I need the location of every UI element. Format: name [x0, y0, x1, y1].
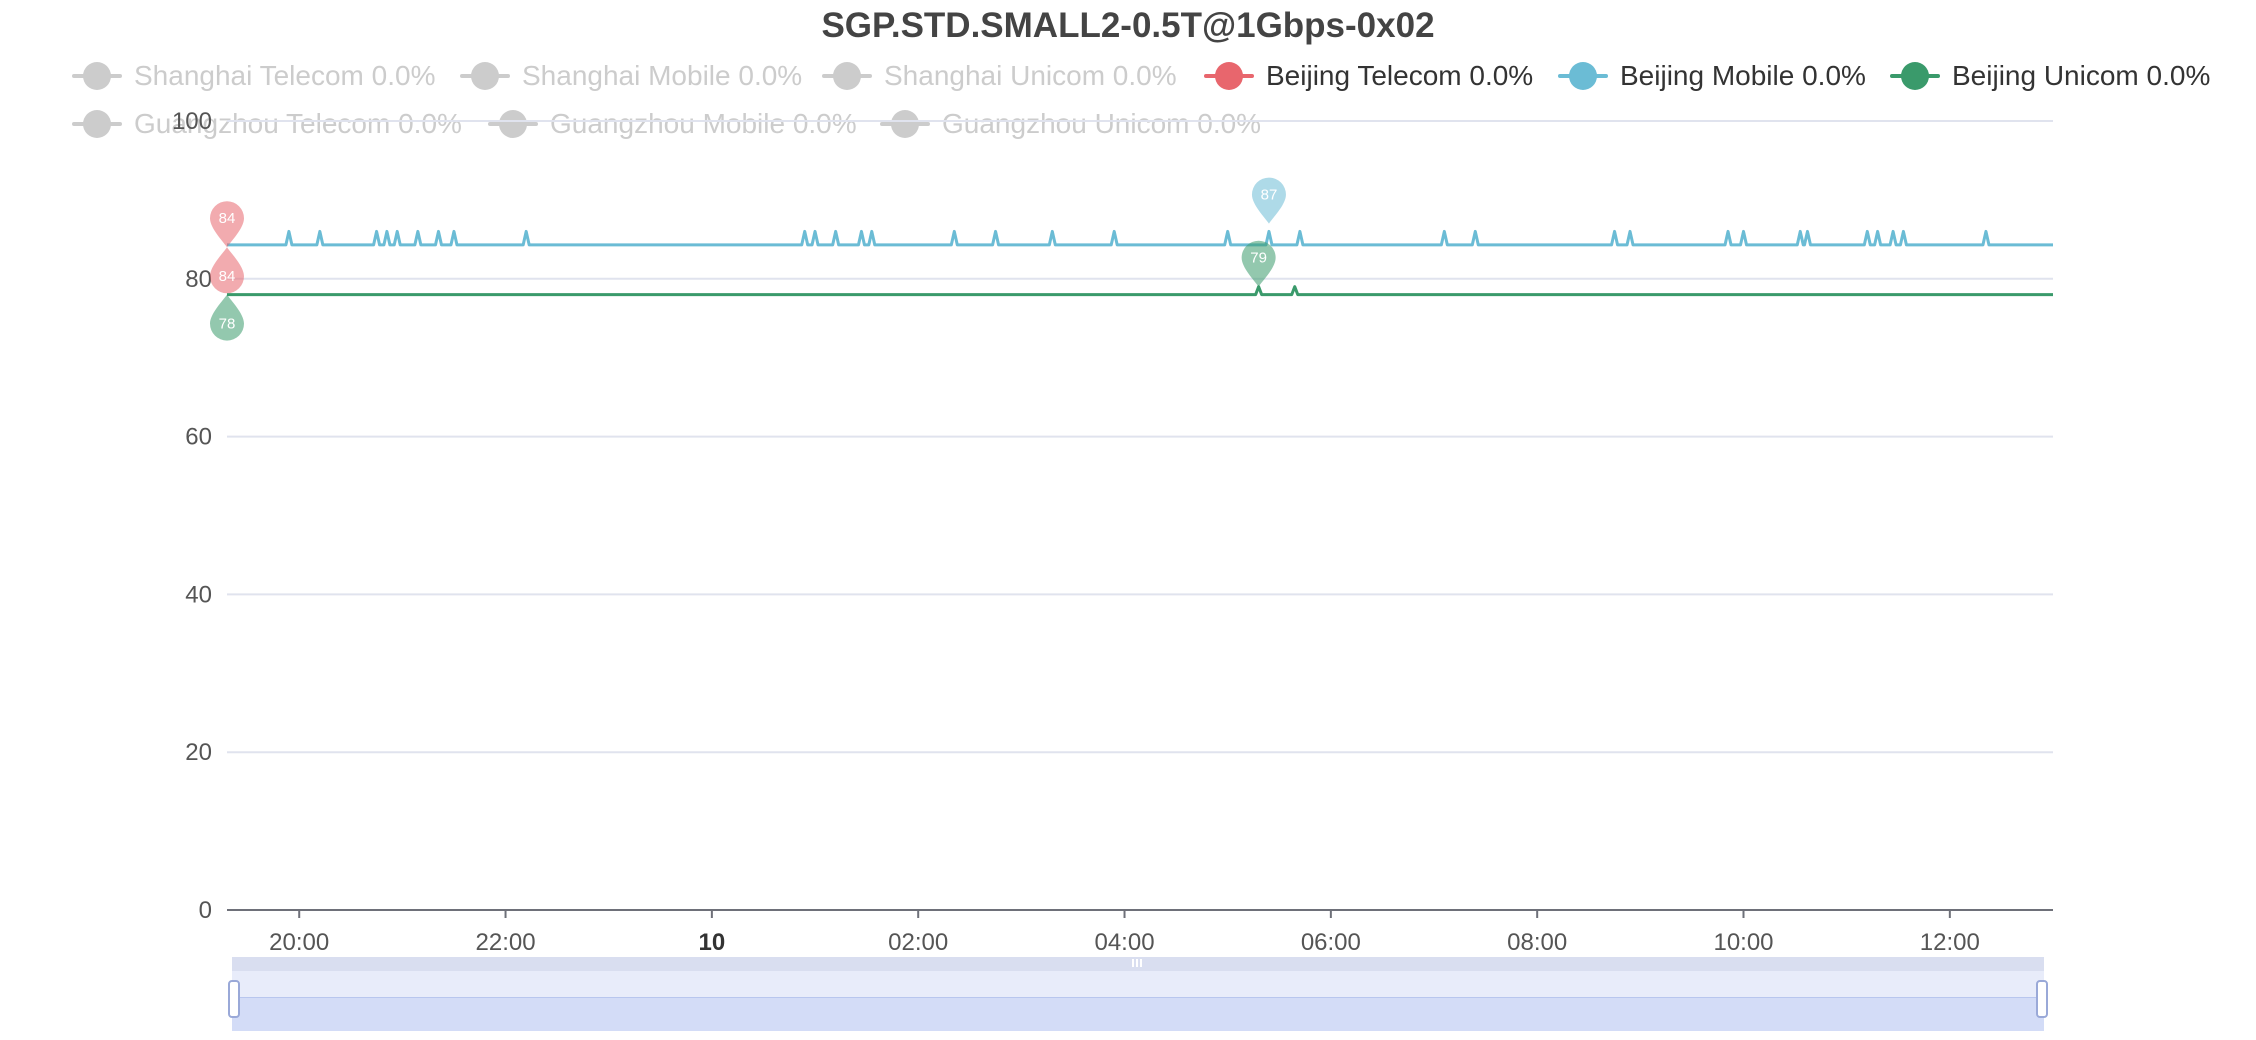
- y-tick-label: 20: [185, 739, 212, 766]
- legend-label: Shanghai Telecom 0.0%: [134, 60, 436, 91]
- x-tick-label: 22:00: [476, 929, 536, 956]
- chart-title: SGP.STD.SMALL2-0.5T@1Gbps-0x02: [821, 6, 1435, 45]
- data-zoom-slider[interactable]: [228, 957, 2048, 1031]
- pin-shape: [210, 201, 244, 248]
- x-tick-label: 10: [699, 929, 726, 956]
- legend-marker-icon: [1204, 58, 1254, 94]
- x-tick-label: 08:00: [1507, 929, 1567, 956]
- legend-label: Shanghai Unicom 0.0%: [884, 60, 1177, 91]
- legend-item-shanghai-telecom[interactable]: Shanghai Telecom 0.0%: [72, 58, 435, 94]
- legend-marker-icon: [880, 106, 930, 142]
- legend-marker-icon: [72, 58, 122, 94]
- marker-pin-min[interactable]: 78: [210, 294, 244, 341]
- legend-item-guangzhou-unicom[interactable]: Guangzhou Unicom 0.0%: [880, 106, 1261, 142]
- legend-item-beijing-unicom[interactable]: Beijing Unicom 0.0%: [1890, 58, 2210, 94]
- pin-value-label: 84: [219, 210, 236, 227]
- legend-item-beijing-telecom[interactable]: Beijing Telecom 0.0%: [1204, 58, 1533, 94]
- x-tick-label: 12:00: [1920, 929, 1980, 956]
- legend-label: Shanghai Mobile 0.0%: [522, 60, 803, 91]
- pin-value-label: 79: [1250, 250, 1267, 267]
- pin-value-label: 84: [219, 268, 236, 285]
- legend-marker-icon: [1890, 58, 1940, 94]
- legend-label: Beijing Mobile 0.0%: [1620, 60, 1866, 91]
- legend-label: Guangzhou Mobile 0.0%: [550, 108, 857, 139]
- legend-marker-icon: [822, 58, 872, 94]
- grip-icon: [1132, 959, 1144, 967]
- x-tick-label: 10:00: [1713, 929, 1773, 956]
- legend-marker-icon: [488, 106, 538, 142]
- legend-item-guangzhou-mobile[interactable]: Guangzhou Mobile 0.0%: [488, 106, 857, 142]
- pin-value-label: 87: [1261, 187, 1278, 204]
- y-tick-label: 0: [199, 897, 212, 924]
- x-tick-label: 02:00: [888, 929, 948, 956]
- legend-label: Guangzhou Telecom 0.0%: [134, 108, 462, 139]
- zoom-selected-range[interactable]: [232, 997, 2044, 1031]
- pin-value-label: 78: [219, 316, 236, 333]
- legend-item-shanghai-unicom[interactable]: Shanghai Unicom 0.0%: [822, 58, 1177, 94]
- series-line-beijing-mobile: [227, 229, 2053, 247]
- y-tick-label: 100: [172, 108, 212, 135]
- zoom-handle-left[interactable]: [228, 980, 240, 1018]
- x-tick-label: 20:00: [269, 929, 329, 956]
- pin-shape: [1251, 177, 1286, 224]
- marker-pin-max[interactable]: 79: [1241, 240, 1276, 287]
- pin-shape: [1241, 240, 1276, 287]
- y-tick-label: 80: [185, 266, 212, 293]
- pin-shape: [210, 247, 244, 294]
- series-line-beijing-unicom: [227, 285, 2053, 297]
- y-tick-label: 60: [185, 424, 212, 451]
- legend-label: Beijing Telecom 0.0%: [1266, 60, 1534, 91]
- legend-label: Guangzhou Unicom 0.0%: [942, 108, 1262, 139]
- marker-pin-max[interactable]: 87: [1251, 177, 1286, 224]
- marker-pin-max[interactable]: 84: [210, 201, 244, 248]
- y-tick-label: 40: [185, 581, 212, 608]
- zoom-drag-bar[interactable]: [232, 957, 2044, 971]
- plot-area: 0 20 40 60 80 100 20:00 22:00 10 02:00 04:00 06:00…: [172, 108, 2053, 956]
- zoom-handle-right[interactable]: [2036, 980, 2048, 1018]
- legend-marker-icon: [72, 106, 122, 142]
- legend-item-shanghai-mobile[interactable]: Shanghai Mobile 0.0%: [460, 58, 802, 94]
- legend-marker-icon: [460, 58, 510, 94]
- marker-pin-min[interactable]: 84: [210, 247, 244, 294]
- x-tick-label: 04:00: [1094, 929, 1154, 956]
- legend-marker-icon: [1558, 58, 1608, 94]
- pin-shape: [210, 294, 244, 341]
- legend-item-guangzhou-telecom[interactable]: Guangzhou Telecom 0.0%: [72, 106, 462, 142]
- x-tick-label: 06:00: [1301, 929, 1361, 956]
- legend-item-beijing-mobile[interactable]: Beijing Mobile 0.0%: [1558, 58, 1866, 94]
- legend-label: Beijing Unicom 0.0%: [1952, 60, 2211, 91]
